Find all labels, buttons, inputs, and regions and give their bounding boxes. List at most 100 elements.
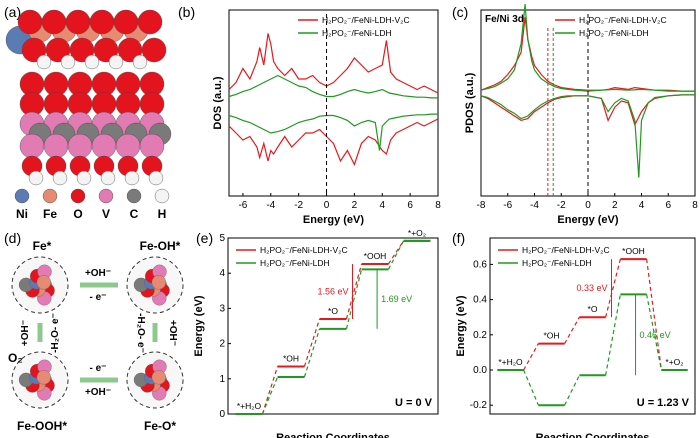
y-tick-label: 3: [219, 303, 225, 314]
arrow-label: +OH⁻: [85, 268, 111, 279]
x-axis-label: Reaction Coordinates: [536, 432, 650, 438]
step-label: *OOH: [622, 246, 645, 256]
atom: [19, 133, 45, 159]
step-label: *O: [588, 304, 598, 314]
connector: [646, 259, 662, 371]
y-axis-label: DOS (a.u.): [212, 76, 224, 130]
crystal-structure: [5, 9, 172, 186]
intermediate-label: Fe-OH*: [140, 239, 181, 253]
legend-atom: [98, 188, 114, 204]
arrow-label: - e⁻: [90, 363, 107, 374]
intermediate-label: Fe-O*: [144, 419, 176, 433]
legend-entry: H₂PO₂⁻/FeNi-LDH-V₂C: [522, 245, 610, 255]
connector: [303, 328, 321, 378]
y-tick-label: -0.2: [470, 400, 488, 411]
y-tick-label: 2: [219, 339, 225, 350]
oer-cycle-diagram: Fe* Fe-OH* Fe-O* Fe-OOH* +OH⁻ - e⁻ - e⁻ +OH⁻ -H₂…: [8, 239, 184, 433]
y-tick-label: 0.4: [473, 295, 487, 306]
x-tick-label: -2: [557, 200, 566, 211]
atom: [36, 54, 52, 70]
connector: [261, 366, 279, 415]
atom: [28, 170, 44, 186]
legend-atom: [42, 188, 58, 204]
atom: [148, 170, 164, 186]
atom: [151, 275, 166, 290]
legend-entry: H₂PO₂⁻/FeNi-LDH: [322, 28, 392, 38]
arrow-label: +OH⁻: [167, 320, 178, 346]
panel-label-c: (c): [452, 4, 468, 20]
connector: [564, 375, 580, 406]
x-tick-label: 0: [324, 200, 330, 211]
panel-label-b: (b): [178, 4, 195, 20]
dos-curve: [228, 113, 438, 151]
x-tick-label: 2: [352, 200, 358, 211]
step-label: *OH: [543, 331, 559, 341]
potential-label: U = 0 V: [395, 397, 433, 409]
pds-label: 1.56 eV: [317, 287, 348, 297]
atom: [52, 170, 68, 186]
atom: [124, 170, 140, 186]
step-label: *O: [328, 306, 338, 316]
free-energy-chart-u0: 0 1 2 3 4 5 Reaction Coordinates Energy (eV) *+H…: [193, 228, 439, 438]
y-axis-label: PDOS (a.u.): [464, 72, 476, 133]
y-tick-label: 0: [219, 409, 225, 420]
y-tick-label: 0.6: [473, 259, 487, 270]
atom: [89, 9, 115, 35]
dos-curve: [480, 94, 695, 178]
legend-atom: [126, 188, 142, 204]
pds-label: 0.46 eV: [640, 330, 671, 340]
legend-entry: H₂PO₂⁻/FeNi-LDH: [579, 28, 649, 38]
annotation: Fe/Ni 3d: [485, 14, 524, 25]
legend-label: Fe: [43, 207, 57, 221]
atom: [151, 370, 166, 385]
atom: [43, 133, 69, 159]
arrow-label: -H₂O- e⁻: [50, 313, 61, 353]
arrow-label: - e⁻: [90, 292, 107, 303]
x-tick-label: -4: [530, 200, 539, 211]
atom: [100, 170, 116, 186]
x-tick-label: 2: [612, 200, 618, 211]
step-label: *OOH: [364, 251, 387, 261]
legend-entry: H₂PO₂⁻/FeNi-LDH: [260, 258, 330, 268]
connector: [303, 318, 321, 367]
legend-atom: [154, 188, 170, 204]
x-tick-label: 8: [435, 200, 441, 211]
arrow-label: -H₂O- e⁻: [135, 313, 146, 353]
x-tick-label: 4: [639, 200, 645, 211]
plot-frame: [227, 237, 439, 415]
y-tick-label: 5: [219, 233, 225, 244]
legend-entry: H₂PO₂⁻/FeNi-LDH-V₂C: [260, 245, 348, 255]
step-label: *+H₂O: [237, 401, 262, 411]
atom: [60, 54, 76, 70]
legend-entry: H₂PO₂⁻/FeNi-LDH: [522, 258, 592, 268]
x-tick-label: -4: [266, 200, 275, 211]
panel-label-f: (f): [452, 230, 465, 246]
panel-label-a: (a): [4, 4, 21, 20]
dos-curve: [228, 74, 438, 99]
atom: [113, 9, 139, 35]
atom: [137, 9, 163, 35]
y-tick-label: 1: [219, 374, 225, 385]
atom: [91, 133, 117, 159]
dos-curve: [480, 17, 695, 92]
atom: [132, 54, 148, 70]
dos-chart: -6 -4 -2 0 2 4 6 8 Energy (eV) DOS (a.u.) H₂PO₂⁻/F…: [212, 9, 441, 226]
atom: [115, 133, 141, 159]
legend-label: V: [102, 207, 110, 221]
y-tick-label: 4: [219, 268, 225, 279]
connector: [345, 263, 363, 320]
connector: [345, 269, 363, 329]
arrow-label: +OH⁻: [85, 387, 111, 398]
connector: [605, 258, 621, 318]
connector: [646, 294, 662, 371]
x-tick-label: 6: [665, 200, 671, 211]
atom: [141, 37, 167, 63]
panel-label-e: (e): [196, 230, 213, 246]
x-tick-label: -6: [503, 200, 512, 211]
y-axis-label: Energy (eV): [193, 295, 205, 356]
legend-entry: H₂PO₂⁻/FeNi-LDH-V₂C: [579, 15, 667, 25]
x-tick-label: 4: [379, 200, 385, 211]
element-legend: Ni Fe O V C H: [14, 188, 170, 221]
x-tick-label: 6: [407, 200, 413, 211]
